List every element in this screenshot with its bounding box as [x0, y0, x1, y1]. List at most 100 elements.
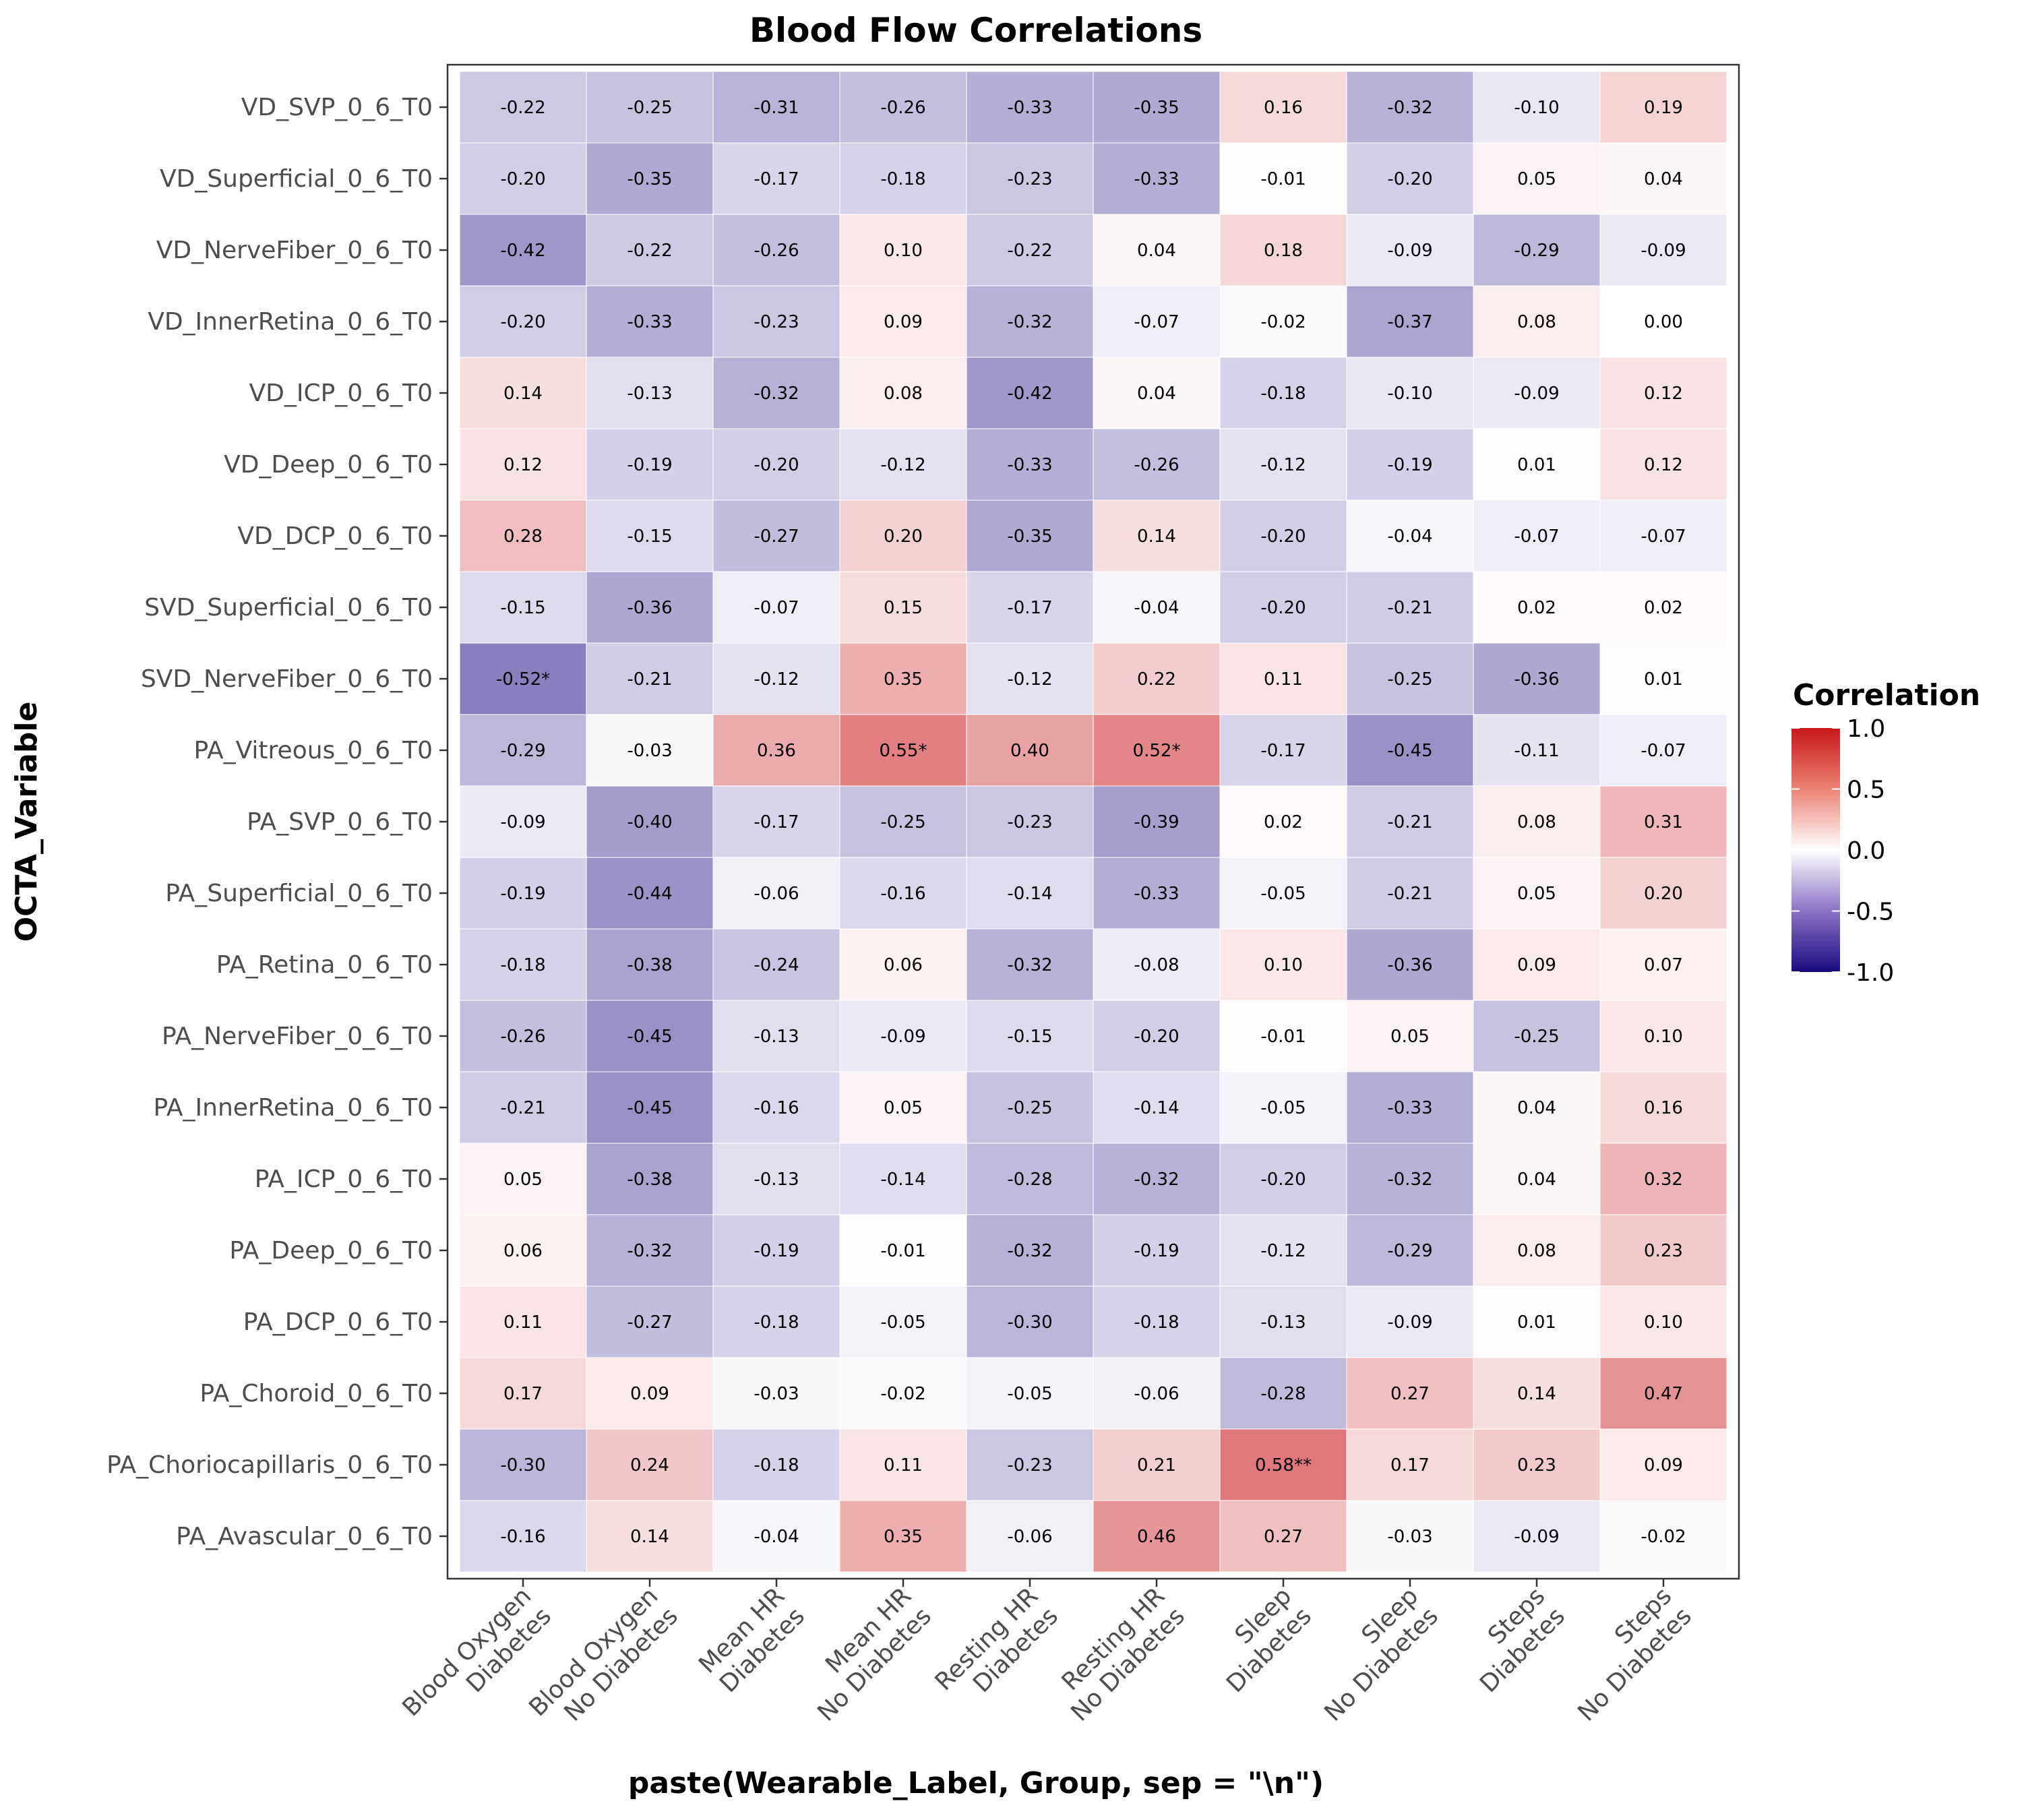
heatmap-cell: [1473, 499, 1601, 572]
heatmap-cell: [1093, 642, 1221, 715]
cell-value-label: 0.02: [1644, 598, 1683, 618]
cell-value-label: -0.12: [1260, 1241, 1306, 1261]
cell-value-label: -0.17: [1007, 598, 1052, 618]
cell-value-label: -0.01: [880, 1241, 925, 1261]
cell-value-label: -0.33: [1007, 98, 1052, 118]
heatmap-cell: [1219, 285, 1347, 358]
cell-value-label: -0.07: [1641, 526, 1686, 547]
heatmap-cell: [966, 1428, 1094, 1501]
heatmap-cell: [1093, 1214, 1221, 1287]
heatmap-cell: [1093, 214, 1221, 286]
heatmap-cell: [1473, 642, 1601, 715]
y-tick-label: PA_Superficial_0_6_T0: [165, 880, 433, 907]
chart-title: Blood Flow Correlations: [749, 11, 1202, 50]
heatmap-cell: [586, 357, 714, 429]
heatmap-cell: [459, 428, 587, 501]
heatmap-cell: [1346, 571, 1474, 644]
cell-value-label: 0.52*: [1133, 741, 1181, 761]
heatmap-cell: [839, 1428, 967, 1501]
cell-value-label: -0.18: [1260, 384, 1306, 404]
heatmap-cell: [1093, 785, 1221, 858]
cell-value-label: -0.10: [1387, 384, 1432, 404]
cell-value-label: 0.04: [1137, 384, 1176, 404]
cell-value-label: -0.04: [754, 1527, 799, 1547]
cell-value-label: -0.36: [1514, 669, 1559, 690]
heatmap-cell: [839, 714, 967, 787]
cell-value-label: -0.26: [500, 1027, 545, 1047]
cell-value-label: -0.32: [1007, 312, 1052, 332]
heatmap-cell: [839, 71, 967, 144]
heatmap-cell: [1219, 1000, 1347, 1072]
heatmap-cell: [1093, 1357, 1221, 1430]
cell-value-label: -0.45: [1387, 741, 1432, 761]
cell-value-label: -0.21: [1387, 598, 1432, 618]
y-tick-label: VD_DCP_0_6_T0: [237, 522, 433, 550]
legend-tick-label: 0.5: [1847, 777, 1885, 804]
heatmap-cell: [1093, 1000, 1221, 1072]
heatmap-cell: [712, 214, 840, 286]
heatmap-cell: [712, 499, 840, 572]
heatmap-cell: [712, 857, 840, 930]
cell-value-label: -0.20: [1387, 169, 1432, 189]
cell-value-label: -0.15: [627, 526, 672, 547]
cell-value-label: -0.32: [1007, 955, 1052, 975]
heatmap-cell: [1599, 142, 1727, 215]
cell-value-label: -0.31: [754, 98, 799, 118]
heatmap-cell: [1219, 71, 1347, 144]
heatmap-cell: [1473, 1071, 1601, 1144]
cell-value-label: 0.27: [1264, 1527, 1303, 1547]
cell-value-label: -0.07: [754, 598, 799, 618]
cell-value-label: 0.24: [630, 1455, 669, 1476]
cell-value-label: -0.20: [1260, 526, 1306, 547]
cell-value-label: 0.46: [1137, 1527, 1176, 1547]
cell-value-label: 0.47: [1644, 1384, 1683, 1404]
cell-value-label: 0.35: [884, 669, 923, 690]
cell-value-label: -0.35: [627, 169, 672, 189]
cell-value-label: -0.03: [627, 741, 672, 761]
heatmap-cell: [966, 214, 1094, 286]
heatmap-cell: [1346, 928, 1474, 1001]
heatmap-cell: [712, 642, 840, 715]
heatmap-cell: [1219, 1500, 1347, 1573]
heatmap-cell: [1219, 642, 1347, 715]
cell-value-label: -0.06: [1134, 1384, 1179, 1404]
heatmap-cell: [966, 142, 1094, 215]
cell-value-label: -0.35: [1007, 526, 1052, 547]
heatmap-cell: [839, 928, 967, 1001]
cell-value-label: -0.15: [500, 598, 545, 618]
heatmap-cell: [1346, 499, 1474, 572]
cell-value-label: 0.15: [884, 598, 923, 618]
cell-value-label: 0.01: [1517, 1312, 1556, 1333]
heatmap-cell: [966, 1143, 1094, 1215]
heatmap-cell: [459, 928, 587, 1001]
cell-value-label: -0.27: [754, 526, 799, 547]
heatmap-cell: [1599, 499, 1727, 572]
heatmap-cell: [966, 642, 1094, 715]
cell-value-label: -0.25: [1007, 1098, 1052, 1118]
heatmap-cell: [1473, 357, 1601, 429]
heatmap-cell: [586, 785, 714, 858]
cell-value-label: -0.18: [1134, 1312, 1179, 1333]
heatmap-cell: [1093, 499, 1221, 572]
heatmap-cell: [586, 714, 714, 787]
cell-value-label: 0.10: [1644, 1027, 1683, 1047]
y-axis-ticks: VD_SVP_0_6_T0 VD_Superficial_0_6_T0 VD_Ner…: [106, 94, 448, 1550]
heatmap-cell: [712, 1500, 840, 1573]
cell-value-label: 0.08: [884, 384, 923, 404]
heatmap-cell: [839, 499, 967, 572]
heatmap-cell: [839, 1285, 967, 1358]
cell-value-label: -0.20: [1134, 1027, 1179, 1047]
cell-value-label: 0.28: [503, 526, 543, 547]
cell-value-label: -0.12: [880, 455, 925, 475]
cell-value-label: -0.17: [754, 169, 799, 189]
cell-value-label: -0.45: [627, 1027, 672, 1047]
cell-value-label: 0.08: [1517, 1241, 1556, 1261]
heatmap-cell: [712, 428, 840, 501]
cell-value-label: -0.20: [500, 312, 545, 332]
heatmap-cell: [1473, 714, 1601, 787]
heatmap-cell: [459, 857, 587, 930]
heatmap-cell: [586, 428, 714, 501]
cell-value-label: -0.01: [1260, 169, 1306, 189]
cell-value-label: -0.06: [1007, 1527, 1052, 1547]
